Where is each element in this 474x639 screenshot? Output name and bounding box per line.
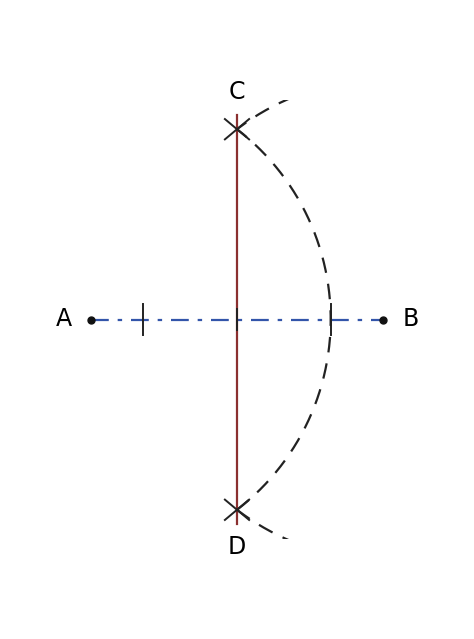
Text: B: B <box>402 307 419 332</box>
Text: D: D <box>228 534 246 558</box>
Text: A: A <box>55 307 72 332</box>
Text: C: C <box>229 81 245 105</box>
